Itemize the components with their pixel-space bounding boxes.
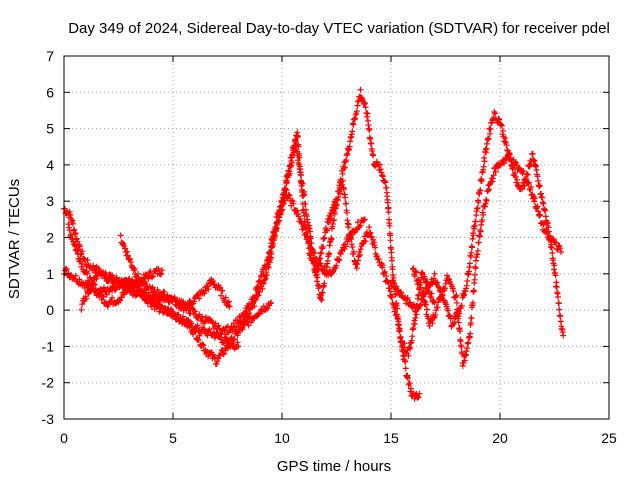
y-tick-label: 1 <box>46 266 54 282</box>
series-9 <box>409 152 564 369</box>
series-6 <box>235 86 423 402</box>
y-tick-label: -2 <box>42 375 55 391</box>
y-tick-label: 3 <box>46 193 54 209</box>
x-tick-label: 0 <box>60 430 68 446</box>
y-tick-label: -3 <box>42 411 55 427</box>
y-tick-label: 4 <box>46 157 54 173</box>
y-tick-label: 6 <box>46 84 54 100</box>
x-tick-label: 20 <box>492 430 508 446</box>
x-axis-label: GPS time / hours <box>277 458 391 475</box>
y-tick-label: 5 <box>46 121 54 137</box>
series-7 <box>268 129 438 359</box>
x-tick-label: 5 <box>169 430 177 446</box>
x-tick-label: 15 <box>383 430 399 446</box>
data-point-markers <box>235 86 423 402</box>
data-point-markers <box>268 129 438 359</box>
chart-title: Day 349 of 2024, Sidereal Day-to-day VTE… <box>68 20 610 37</box>
x-tick-label: 25 <box>601 430 617 446</box>
y-tick-label: 7 <box>46 48 54 64</box>
y-axis-label: SDTVAR / TECUs <box>6 179 23 299</box>
data-marks <box>61 86 567 402</box>
grid <box>64 56 609 419</box>
x-tick-label: 10 <box>274 430 290 446</box>
axis-ticks: 0 5 10 15 20 25 -3 -2 -1 0 1 2 3 4 5 6 7 <box>42 48 617 446</box>
data-point-markers <box>409 152 564 369</box>
data-point-markers <box>65 221 275 367</box>
y-tick-label: 2 <box>46 230 54 246</box>
y-tick-label: 0 <box>46 302 54 318</box>
series-3 <box>65 221 275 367</box>
y-tick-label: -1 <box>42 338 55 354</box>
